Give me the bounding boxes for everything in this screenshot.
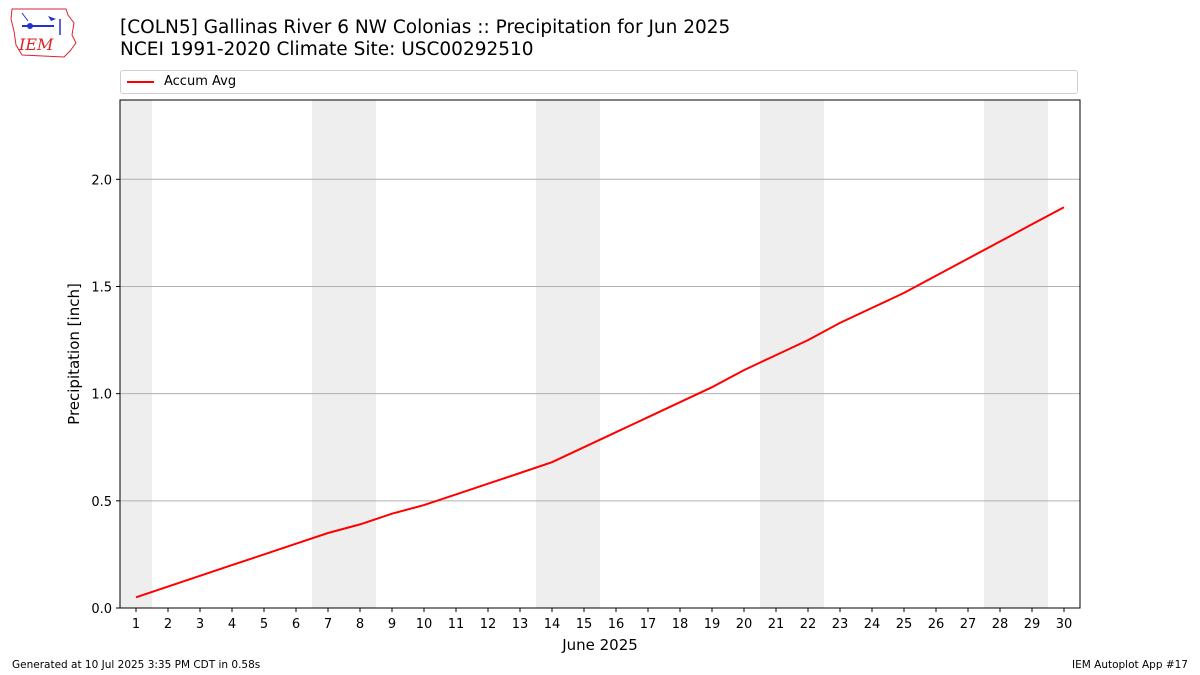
- xtick-label-22: 22: [800, 617, 817, 632]
- weekend-shade-day-1: [120, 100, 152, 608]
- xtick-label-5: 5: [260, 617, 268, 632]
- xtick-label-3: 3: [196, 617, 204, 632]
- weekend-shade-day-28: [984, 100, 1016, 608]
- xtick-label-8: 8: [356, 617, 364, 632]
- xtick-label-24: 24: [864, 617, 881, 632]
- xtick-label-13: 13: [512, 617, 529, 632]
- ytick-label-1.0: 1.0: [91, 388, 112, 403]
- x-axis-label: June 2025: [561, 636, 638, 654]
- chart-title: [COLN5] Gallinas River 6 NW Colonias :: …: [120, 17, 730, 61]
- xtick-label-25: 25: [896, 617, 913, 632]
- iem-logo-icon: IEM: [10, 8, 77, 58]
- xtick-label-7: 7: [324, 617, 332, 632]
- generated-timestamp: Generated at 10 Jul 2025 3:35 PM CDT in …: [12, 659, 261, 671]
- xtick-label-28: 28: [992, 617, 1009, 632]
- xtick-label-11: 11: [448, 617, 465, 632]
- xtick-label-23: 23: [832, 617, 849, 632]
- xtick-label-30: 30: [1056, 617, 1073, 632]
- series-line-accum-avg: [135, 206, 1065, 599]
- xtick-label-26: 26: [928, 617, 945, 632]
- weekend-shade-day-15: [568, 100, 600, 608]
- ytick-label-0.5: 0.5: [91, 495, 112, 510]
- xtick-label-21: 21: [768, 617, 785, 632]
- y-axis-label: Precipitation [inch]: [65, 283, 83, 425]
- xtick-label-20: 20: [736, 617, 753, 632]
- xtick-label-27: 27: [960, 617, 977, 632]
- xtick-label-6: 6: [292, 617, 300, 632]
- xtick-label-4: 4: [228, 617, 236, 632]
- weekend-shade-day-8: [344, 100, 376, 608]
- weekend-shade-day-22: [792, 100, 824, 608]
- weekend-shade-day-29: [1016, 100, 1048, 608]
- logo-text: IEM: [18, 35, 54, 54]
- xtick-label-2: 2: [164, 617, 172, 632]
- weekend-shade-day-7: [312, 100, 344, 608]
- ytick-label-2.0: 2.0: [91, 173, 112, 188]
- chart-legend: Accum Avg: [120, 70, 1078, 94]
- ytick-label-1.5: 1.5: [91, 280, 112, 295]
- xtick-label-1: 1: [132, 617, 140, 632]
- xtick-label-16: 16: [608, 617, 625, 632]
- xtick-label-15: 15: [576, 617, 593, 632]
- chart-title-line1: [COLN5] Gallinas River 6 NW Colonias :: …: [120, 17, 731, 38]
- xtick-label-14: 14: [544, 617, 561, 632]
- xtick-label-12: 12: [480, 617, 497, 632]
- xtick-label-9: 9: [388, 617, 396, 632]
- chart-title-line2: NCEI 1991-2020 Climate Site: USC00292510: [120, 39, 534, 60]
- legend-swatch-accum-avg: [127, 81, 154, 83]
- xtick-label-18: 18: [672, 617, 689, 632]
- xtick-label-17: 17: [640, 617, 657, 632]
- legend-label-accum-avg: Accum Avg: [164, 74, 237, 89]
- xtick-label-29: 29: [1024, 617, 1041, 632]
- xtick-label-19: 19: [704, 617, 721, 632]
- plot-frame: [119, 99, 1081, 609]
- weekend-shade-day-14: [536, 100, 568, 608]
- xtick-label-10: 10: [416, 617, 433, 632]
- autoplot-app-id: IEM Autoplot App #17: [1072, 659, 1188, 671]
- ytick-label-0.0: 0.0: [91, 602, 112, 617]
